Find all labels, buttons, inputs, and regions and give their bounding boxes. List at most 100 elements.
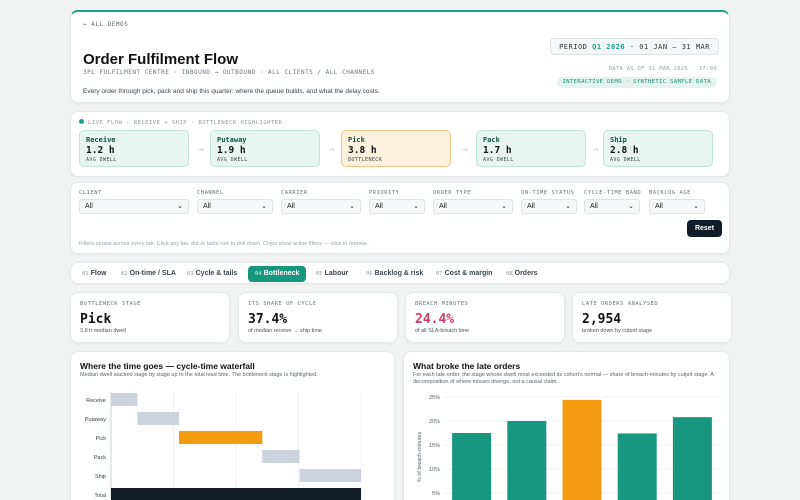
y-tick-label: 5% <box>432 491 440 497</box>
tab-flow[interactable]: 01 Flow <box>75 266 114 282</box>
tab-number: 07 <box>436 271 443 277</box>
tab-bottleneck[interactable]: 04 Bottleneck <box>248 266 307 282</box>
stage-value: 1.9 h <box>217 145 246 156</box>
filter-label: BACKLOG AGE <box>649 190 691 196</box>
filter-label: CARRIER <box>281 190 308 196</box>
waterfall-chart-card: Where the time goes — cycle-time waterfa… <box>70 351 395 500</box>
filter-select-backlog-age[interactable]: All ⌄ <box>649 199 705 214</box>
tab-backlog-risk[interactable]: 06 Backlog & risk <box>359 266 430 282</box>
filter-label: ORDER TYPE <box>433 190 472 196</box>
stage-sub: BOTTLENECK <box>348 157 383 163</box>
tab-label: Cost & margin <box>444 270 493 277</box>
culprit-bar-chart: 0%5%10%15%20%25%% of breach-minutes <box>417 395 720 500</box>
flow-arrow-icon: → <box>197 144 205 153</box>
kpi-sub: of median receive → ship time <box>248 328 322 334</box>
flow-stage-receive[interactable]: Receive 1.2 h AVG DWELL <box>79 130 189 167</box>
tab-on-time-sla[interactable]: 02 On-time / SLA <box>114 266 183 282</box>
kpi-card: BOTTLENECK STAGE Pick 3.8 h median dwell <box>70 292 230 343</box>
tab-label: Orders <box>514 270 538 277</box>
filter-select-order-type[interactable]: All ⌄ <box>433 199 513 214</box>
filter-value: All <box>527 203 535 210</box>
period-quarter: Q1 2026 <box>592 43 626 51</box>
waterfall-bar-pack[interactable] <box>262 450 300 463</box>
reset-button[interactable]: Reset <box>687 220 722 237</box>
filter-select-priority[interactable]: All ⌄ <box>369 199 425 214</box>
tab-cost-margin[interactable]: 07 Cost & margin <box>429 266 499 282</box>
stage-value: 2.8 h <box>610 145 639 156</box>
waterfall-bar-pick[interactable] <box>178 431 263 444</box>
tab-label: On-time / SLA <box>129 270 176 277</box>
back-link[interactable]: ← ALL DEMOS <box>83 21 129 28</box>
chart-title: What broke the late orders <box>413 361 521 371</box>
flow-stage-ship[interactable]: Ship 2.8 h AVG DWELL <box>603 130 713 167</box>
y-tick-label: 15% <box>429 443 440 449</box>
culprit-bar[interactable] <box>507 421 547 500</box>
tab-number: 05 <box>316 271 323 277</box>
page-subtitle: 3PL FULFILMENT CENTRE · INBOUND → OUTBOU… <box>83 69 375 76</box>
filter-value: All <box>287 203 295 210</box>
filter-select-channel[interactable]: All ⌄ <box>197 199 273 214</box>
tab-labour[interactable]: 05 Labour <box>309 266 355 282</box>
stage-name: Receive <box>86 136 116 144</box>
waterfall-bar-putaway[interactable] <box>137 412 179 425</box>
stage-name: Pack <box>483 136 500 144</box>
period-prefix: PERIOD <box>559 43 588 51</box>
stage-value: 3.8 h <box>348 145 377 156</box>
flow-arrow-icon: → <box>592 144 600 153</box>
tab-number: 01 <box>82 271 89 277</box>
filter-value: All <box>85 203 93 210</box>
flow-arrow-icon: → <box>328 144 336 153</box>
filter-select-cycle-time-band[interactable]: All ⌄ <box>584 199 640 214</box>
kpi-card: ITS SHARE OF CYCLE 37.4% of median receive… <box>238 292 398 343</box>
chevron-down-icon: ⌄ <box>693 203 699 210</box>
filter-value: All <box>439 203 447 210</box>
culprit-bar[interactable] <box>562 399 602 500</box>
chevron-down-icon: ⌄ <box>565 203 571 210</box>
filter-select-on-time-status[interactable]: All ⌄ <box>521 199 577 214</box>
chart-subtitle: Median dwell stacked stage by stage up t… <box>80 372 318 378</box>
filter-select-carrier[interactable]: All ⌄ <box>281 199 361 214</box>
filter-label: CLIENT <box>79 190 102 196</box>
flow-arrow-icon: → <box>461 144 469 153</box>
waterfall-bar-ship[interactable] <box>299 469 361 482</box>
filter-value: All <box>655 203 663 210</box>
kpi-value: 24.4% <box>415 312 455 327</box>
kpi-card: LATE ORDERS ANALYSED 2,954 broken down by … <box>572 292 732 343</box>
culprit-bar[interactable] <box>452 433 492 500</box>
culprit-bar[interactable] <box>672 417 712 500</box>
flow-stage-putaway[interactable]: Putaway 1.9 h AVG DWELL <box>210 130 320 167</box>
page-description: Every order through pick, pack and ship … <box>83 88 380 95</box>
chart-title: Where the time goes — cycle-time waterfa… <box>80 361 255 371</box>
waterfall-bar-receive[interactable] <box>111 393 138 406</box>
stage-sub: AVG DWELL <box>217 157 248 163</box>
kpi-label: BREACH MINUTES <box>415 301 469 307</box>
y-tick-label: 20% <box>429 419 440 425</box>
tab-number: 04 <box>255 271 262 277</box>
tab-cycle-tails[interactable]: 03 Cycle & tails <box>180 266 244 282</box>
filter-note: Filters persist across every tab. Click … <box>79 241 369 247</box>
kpi-label: LATE ORDERS ANALYSED <box>582 301 659 307</box>
filter-select-client[interactable]: All ⌄ <box>79 199 189 214</box>
chevron-down-icon: ⌄ <box>501 203 507 210</box>
flow-label: LIVE FLOW · RECEIVE → SHIP · BOTTLENECK … <box>79 119 282 126</box>
live-flow-panel: LIVE FLOW · RECEIVE → SHIP · BOTTLENECK … <box>70 111 730 177</box>
filter-label: CYCLE-TIME BAND <box>584 190 642 196</box>
kpi-card: BREACH MINUTES 24.4% of all SLA-breach tim… <box>405 292 565 343</box>
flow-stage-pick[interactable]: Pick 3.8 h BOTTLENECK <box>341 130 451 167</box>
tab-label: Backlog & risk <box>374 270 424 277</box>
flow-stage-pack[interactable]: Pack 1.7 h AVG DWELL <box>476 130 586 167</box>
stage-name: Putaway <box>217 136 247 144</box>
kpi-sub: broken down by culprit stage <box>582 328 653 334</box>
stage-sub: AVG DWELL <box>86 157 117 163</box>
culprit-bar[interactable] <box>617 433 657 500</box>
live-dot-icon <box>79 119 84 124</box>
chevron-down-icon: ⌄ <box>177 203 183 210</box>
period-range: · 01 JAN – 31 MAR <box>629 43 710 51</box>
tab-orders[interactable]: 08 Orders <box>499 266 545 282</box>
waterfall-bar-total[interactable] <box>111 488 361 500</box>
kpi-sub: 3.8 h median dwell <box>80 328 126 334</box>
period-selector[interactable]: PERIOD Q1 2026 · 01 JAN – 31 MAR <box>550 38 719 55</box>
stage-name: Pick <box>348 136 365 144</box>
chart-subtitle: For each late order, the stage whose dwe… <box>413 372 714 385</box>
tab-label: Labour <box>324 270 349 277</box>
